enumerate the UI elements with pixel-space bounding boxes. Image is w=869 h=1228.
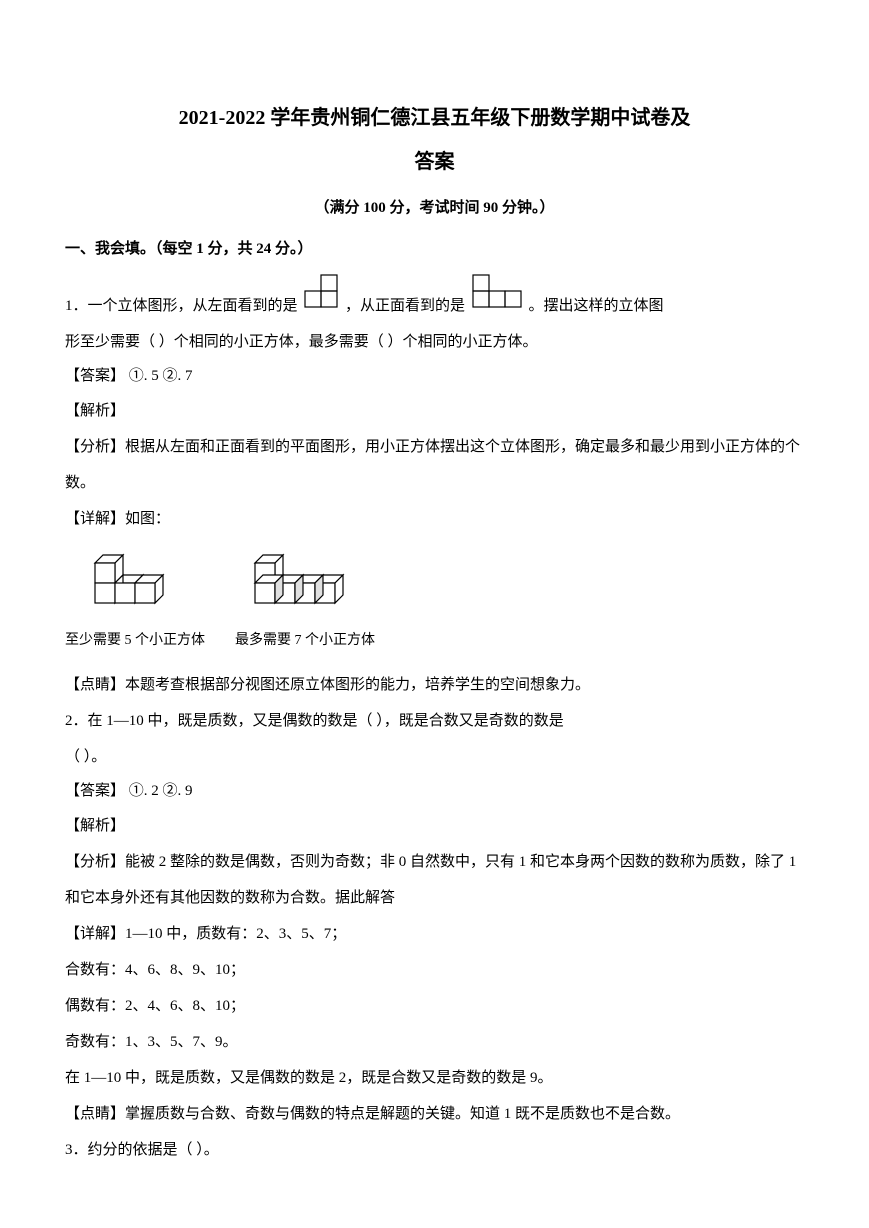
front-view-shape: [471, 274, 523, 324]
section-1-header: 一、我会填。（每空 1 分，共 24 分。）: [65, 233, 804, 266]
q3-line1: 3．约分的依据是（ ）。: [65, 1132, 804, 1168]
q2-heshu: 合数有：4、6、8、9、10；: [65, 952, 804, 988]
q2-line2: （ ）。: [65, 739, 804, 775]
q1-line2: 形至少需要（ ）个相同的小正方体，最多需要（ ）个相同的小正方体。: [65, 324, 804, 360]
q1-mid: ，从正面看到的是: [345, 298, 465, 314]
q2-line1: 2．在 1—10 中，既是质数，又是偶数的数是（ ），既是合数又是奇数的数是: [65, 703, 804, 739]
q2-dianjing: 【点睛】掌握质数与合数、奇数与偶数的特点是解题的关键。知道 1 既不是质数也不是…: [65, 1096, 804, 1132]
left-view-shape: [303, 274, 339, 324]
q2-jiexi: 【解析】: [65, 808, 804, 844]
q2-oushu: 偶数有：2、4、6、8、10；: [65, 988, 804, 1024]
q2-xiangjie: 【详解】1—10 中，质数有：2、3、5、7；: [65, 916, 804, 952]
q1-figures: 至少需要 5 个小正方体 最多需要 7 个小正方体: [65, 547, 804, 657]
q1-fenxi: 【分析】根据从左面和正面看到的平面图形，用小正方体摆出这个立体图形，确定最多和最…: [65, 429, 804, 501]
q1-text: 1．一个立体图形，从左面看到的是 ，从正面看到的是 。摆出这样的立体图: [65, 274, 804, 324]
cube-figure-max: [235, 547, 375, 622]
q1-xiangjie: 【详解】如图：: [65, 501, 804, 537]
page-title: 2021-2022 学年贵州铜仁德江县五年级下册数学期中试卷及: [65, 100, 804, 136]
q1-dianjing: 【点睛】本题考查根据部分视图还原立体图形的能力，培养学生的空间想象力。: [65, 667, 804, 703]
page-subtitle: 答案: [65, 140, 804, 184]
exam-info: （满分 100 分，考试时间 90 分钟。）: [65, 192, 804, 225]
q2-answer: 【答案】 ①. 2 ②. 9: [65, 775, 804, 808]
cube-figure-min: [75, 547, 195, 622]
q2-fenxi: 【分析】能被 2 整除的数是偶数，否则为奇数；非 0 自然数中，只有 1 和它本…: [65, 844, 804, 916]
figure-min: 至少需要 5 个小正方体: [65, 547, 205, 657]
q1-pre: 1．一个立体图形，从左面看到的是: [65, 298, 298, 314]
q1-jiexi: 【解析】: [65, 393, 804, 429]
figure-max: 最多需要 7 个小正方体: [235, 547, 375, 657]
caption-max: 最多需要 7 个小正方体: [235, 626, 375, 657]
q2-jishu: 奇数有：1、3、5、7、9。: [65, 1024, 804, 1060]
q2-summary: 在 1—10 中，既是质数，又是偶数的数是 2，既是合数又是奇数的数是 9。: [65, 1060, 804, 1096]
q1-post: 。摆出这样的立体图: [529, 298, 664, 314]
q1-answer: 【答案】 ①. 5 ②. 7: [65, 360, 804, 393]
caption-min: 至少需要 5 个小正方体: [65, 626, 205, 657]
